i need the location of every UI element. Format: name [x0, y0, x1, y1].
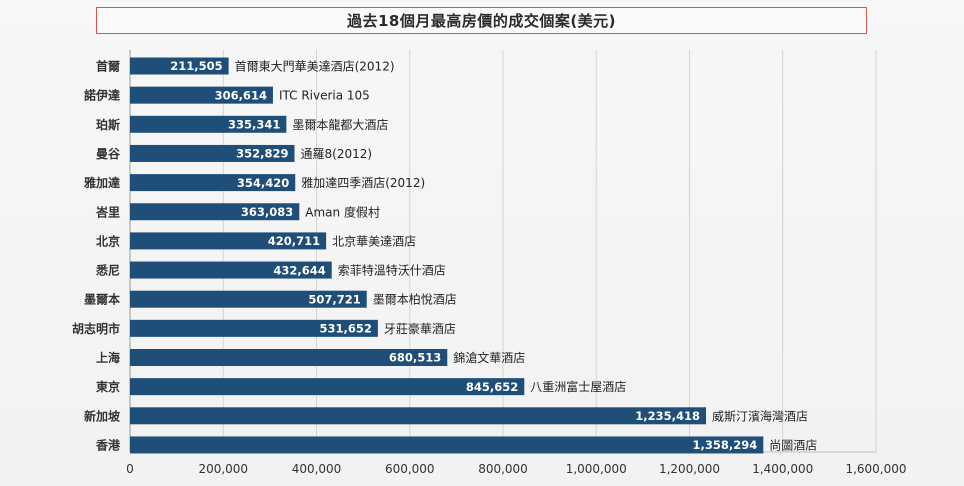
- bar: [130, 319, 378, 337]
- bar-annotation-label: 索菲特溫特沃什酒店: [338, 263, 446, 278]
- chart-title: 過去18個月最高房價的成交個案(美元): [346, 12, 617, 30]
- x-tick-label: 0: [126, 462, 134, 476]
- bar-annotation-label: 牙莊豪華酒店: [384, 321, 456, 336]
- bar-value-label: 845,652: [466, 380, 518, 394]
- bar-annotation-label: 北京華美達酒店: [332, 234, 416, 248]
- bar-value-label: 507,721: [308, 292, 360, 306]
- x-tick-label: 1,400,000: [752, 462, 813, 476]
- bar: [130, 349, 448, 366]
- bar-value-label: 306,614: [215, 88, 267, 102]
- bar-annotation-label: 墨爾本柏悅酒店: [373, 292, 457, 307]
- category-label: 悉尼: [95, 263, 120, 278]
- bar: [130, 115, 287, 133]
- category-label: 曼谷: [96, 146, 121, 161]
- category-label: 雅加達: [83, 175, 120, 190]
- bar-annotation-label: 墨爾本龍都大酒店: [292, 117, 388, 132]
- bar-value-label: 335,341: [228, 118, 280, 132]
- bar-value-label: 211,505: [170, 59, 222, 73]
- category-label: 首爾: [96, 59, 120, 74]
- bar-annotation-label: ITC Riveria 105: [279, 89, 370, 103]
- bar-value-label: 420,711: [268, 234, 320, 248]
- bar-value-label: 680,513: [389, 351, 441, 365]
- bar-annotation-label: 錦滄文華酒店: [453, 350, 525, 365]
- category-label: 胡志明市: [72, 321, 120, 336]
- bar-value-label: 1,358,294: [693, 438, 758, 452]
- bar-annotation-label: 尚圖酒店: [769, 438, 817, 452]
- x-tick-label: 600,000: [385, 462, 435, 476]
- bar-annotation-label: 八重洲富士屋酒店: [530, 379, 626, 394]
- bar-value-label: 352,829: [236, 147, 288, 161]
- bar: [130, 57, 229, 75]
- category-label: 北京: [96, 233, 120, 248]
- bar: [130, 261, 332, 279]
- x-tick-label: 200,000: [198, 462, 248, 476]
- x-tick-label: 800,000: [478, 462, 528, 476]
- bar: [130, 407, 707, 425]
- bar: [130, 144, 295, 162]
- bar-value-label: 531,652: [319, 322, 371, 336]
- bar: [130, 378, 525, 396]
- bar-annotation-label: 雅加達四季酒店(2012): [301, 175, 425, 190]
- bar-annotation-label: 威斯汀濱海灣酒店: [712, 408, 808, 423]
- bar-annotation-label: 通羅8(2012): [301, 147, 373, 161]
- bar-value-label: 363,083: [241, 205, 293, 219]
- category-label: 香港: [95, 437, 121, 452]
- bar-annotation-label: Aman 度假村: [305, 204, 380, 219]
- bar: [130, 436, 764, 454]
- x-tick-label: 1,200,000: [659, 462, 720, 476]
- bar-value-label: 432,644: [273, 263, 325, 277]
- bar: [130, 203, 300, 221]
- category-label: 墨爾本: [84, 292, 120, 307]
- bar: [130, 86, 273, 104]
- category-label: 珀斯: [96, 117, 120, 132]
- bar: [130, 232, 327, 250]
- category-label: 上海: [96, 350, 120, 365]
- x-tick-label: 1,000,000: [566, 462, 627, 476]
- category-label: 峇里: [95, 204, 120, 219]
- category-label: 諾伊達: [84, 88, 120, 103]
- chart-title-box: 過去18個月最高房價的成交個案(美元): [96, 7, 867, 34]
- bar-value-label: 1,235,418: [635, 409, 700, 423]
- x-tick-label: 1,600,000: [845, 462, 906, 476]
- bar: [130, 174, 296, 192]
- bar-value-label: 354,420: [237, 176, 289, 190]
- bar: [130, 290, 367, 308]
- x-tick-label: 400,000: [292, 462, 342, 476]
- bar-annotation-label: 首爾東大門華美達酒店(2012): [235, 60, 395, 74]
- category-label: 東京: [96, 379, 120, 394]
- category-label: 新加坡: [84, 408, 121, 423]
